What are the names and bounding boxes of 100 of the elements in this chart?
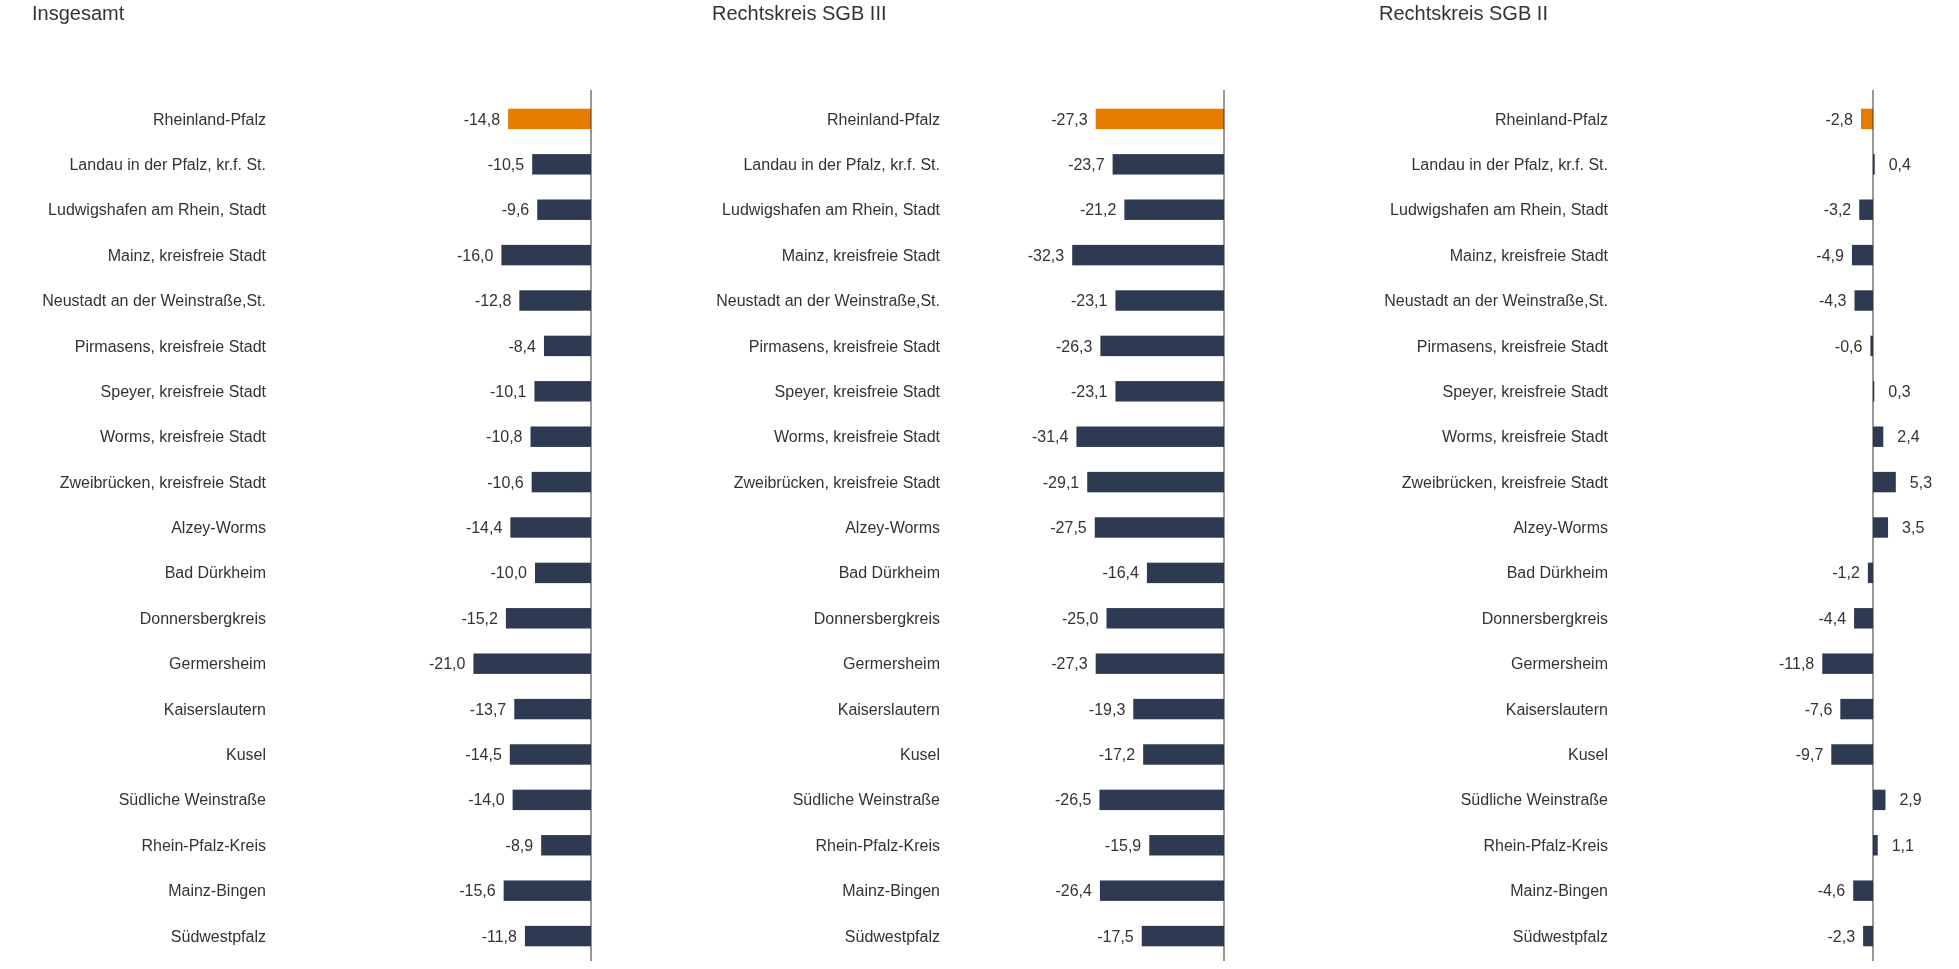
- data-label: -23,1: [1070, 292, 1108, 310]
- data-label: -31,4: [1031, 428, 1069, 446]
- data-label: 3,5: [1902, 519, 1925, 537]
- y-tick-label: Mainz-Bingen: [168, 882, 266, 900]
- y-tick-label: Südwestpfalz: [170, 927, 266, 945]
- y-tick-label: Neustadt an der Weinstraße,St.: [42, 292, 266, 310]
- data-label: 1,1: [1891, 836, 1915, 854]
- y-tick-label: Ludwigshafen am Rhein, Stadt: [722, 201, 941, 219]
- y-tick-label: Pirmasens, kreisfreie Stadt: [74, 337, 267, 355]
- y-tick-label: Neustadt an der Weinstraße,St.: [1384, 292, 1608, 310]
- data-label: -15,2: [461, 609, 498, 627]
- y-tick-label: Kaiserslautern: [163, 700, 266, 718]
- y-tick-label: Rhein-Pfalz-Kreis: [815, 836, 940, 854]
- data-label: -9,7: [1795, 746, 1824, 764]
- data-label: -9,6: [501, 201, 530, 219]
- y-tick-label: Landau in der Pfalz, kr.f. St.: [1411, 155, 1608, 173]
- y-tick-label: Worms, kreisfreie Stadt: [774, 428, 941, 446]
- y-tick-label: Kusel: [225, 746, 266, 764]
- data-label: -12,8: [474, 292, 512, 310]
- data-label: -2,3: [1827, 927, 1856, 945]
- y-tick-label: Germersheim: [1511, 655, 1608, 673]
- data-label: -16,0: [456, 246, 494, 264]
- data-label: -7,6: [1804, 700, 1833, 718]
- data-label: -15,9: [1104, 836, 1142, 854]
- y-tick-label: Ludwigshafen am Rhein, Stadt: [48, 201, 267, 219]
- data-label: -15,6: [459, 882, 496, 900]
- data-label: -26,4: [1055, 882, 1093, 900]
- data-label: -10,6: [487, 473, 524, 491]
- data-label: 2,9: [1899, 791, 1922, 809]
- y-tick-label: Südliche Weinstraße: [118, 791, 267, 809]
- y-tick-label: Pirmasens, kreisfreie Stadt: [1416, 337, 1609, 355]
- data-label: -11,8: [1778, 655, 1815, 673]
- y-tick-label: Mainz, kreisfreie Stadt: [107, 246, 267, 264]
- y-tick-label: Südwestpfalz: [844, 927, 940, 945]
- data-label: -4,9: [1816, 246, 1845, 264]
- data-label: -19,3: [1088, 700, 1126, 718]
- data-label: -14,8: [463, 110, 501, 128]
- data-label: -27,5: [1050, 519, 1087, 537]
- y-tick-label: Südliche Weinstraße: [1460, 791, 1609, 809]
- y-tick-label: Donnersbergkreis: [139, 609, 266, 627]
- y-tick-label: Zweibrücken, kreisfreie Stadt: [733, 473, 941, 491]
- data-label: -26,3: [1055, 337, 1093, 355]
- y-tick-label: Zweibrücken, kreisfreie Stadt: [59, 473, 267, 491]
- data-label: -23,1: [1070, 382, 1108, 400]
- y-tick-label: Germersheim: [843, 655, 940, 673]
- data-label: -21,2: [1079, 201, 1117, 219]
- data-label: -10,5: [487, 155, 525, 173]
- y-tick-label: Südliche Weinstraße: [792, 791, 941, 809]
- y-tick-label: Neustadt an der Weinstraße,St.: [716, 292, 940, 310]
- y-tick-label: Kaiserslautern: [837, 700, 940, 718]
- data-label: -14,5: [465, 746, 502, 764]
- y-tick-label: Bad Dürkheim: [164, 564, 266, 582]
- y-tick-label: Südwestpfalz: [1512, 927, 1608, 945]
- y-tick-label: Alzey-Worms: [1513, 519, 1608, 537]
- y-tick-label: Ludwigshafen am Rhein, Stadt: [1390, 201, 1609, 219]
- y-tick-label: Landau in der Pfalz, kr.f. St.: [69, 155, 266, 173]
- text: Rechtskreis SGB II: [1379, 2, 1548, 24]
- y-tick-label: Pirmasens, kreisfreie Stadt: [748, 337, 941, 355]
- text: Rechtskreis SGB III: [712, 2, 887, 24]
- y-tick-label: Kusel: [1567, 746, 1608, 764]
- data-label: -29,1: [1042, 473, 1080, 491]
- data-label: -26,5: [1054, 791, 1092, 809]
- y-tick-label: Germersheim: [169, 655, 266, 673]
- y-tick-label: Speyer, kreisfreie Stadt: [774, 382, 941, 400]
- data-label: -10,1: [489, 382, 527, 400]
- data-label: -25,0: [1062, 609, 1099, 627]
- y-tick-label: Donnersbergkreis: [1481, 609, 1608, 627]
- data-label: -17,2: [1098, 746, 1136, 764]
- y-tick-label: Kusel: [899, 746, 940, 764]
- y-tick-label: Speyer, kreisfreie Stadt: [1442, 382, 1609, 400]
- data-label: -1,2: [1832, 564, 1860, 582]
- data-label: -14,0: [468, 791, 505, 809]
- data-label: -10,8: [486, 428, 523, 446]
- y-tick-label: Alzey-Worms: [171, 519, 266, 537]
- data-label: -16,4: [1102, 564, 1140, 582]
- y-tick-label: Speyer, kreisfreie Stadt: [100, 382, 267, 400]
- y-tick-label: Zweibrücken, kreisfreie Stadt: [1401, 473, 1609, 491]
- y-tick-label: Worms, kreisfreie Stadt: [1442, 428, 1609, 446]
- data-label: 0,3: [1888, 382, 1911, 400]
- data-label: -27,3: [1051, 110, 1088, 128]
- y-tick-label: Rhein-Pfalz-Kreis: [1483, 836, 1608, 854]
- y-tick-label: Bad Dürkheim: [1506, 564, 1608, 582]
- y-tick-label: Worms, kreisfreie Stadt: [100, 428, 267, 446]
- y-tick-label: Rhein-Pfalz-Kreis: [141, 836, 266, 854]
- data-label: -23,7: [1068, 155, 1105, 173]
- y-tick-label: Mainz, kreisfreie Stadt: [1449, 246, 1609, 264]
- y-tick-label: Landau in der Pfalz, kr.f. St.: [743, 155, 940, 173]
- data-label: 0,4: [1888, 155, 1912, 173]
- data-label: -3,2: [1823, 201, 1852, 219]
- y-tick-label: Rheinland-Pfalz: [1495, 110, 1608, 128]
- data-label: -17,5: [1097, 927, 1134, 945]
- data-label: -27,3: [1051, 655, 1088, 673]
- y-tick-label: Mainz, kreisfreie Stadt: [781, 246, 941, 264]
- data-label: -8,4: [508, 337, 537, 355]
- data-label: 5,3: [1909, 473, 1933, 491]
- y-tick-label: Alzey-Worms: [845, 519, 940, 537]
- y-tick-label: Rheinland-Pfalz: [827, 110, 940, 128]
- y-tick-label: Rheinland-Pfalz: [153, 110, 266, 128]
- data-label: -8,9: [505, 836, 534, 854]
- data-label: -4,3: [1818, 292, 1847, 310]
